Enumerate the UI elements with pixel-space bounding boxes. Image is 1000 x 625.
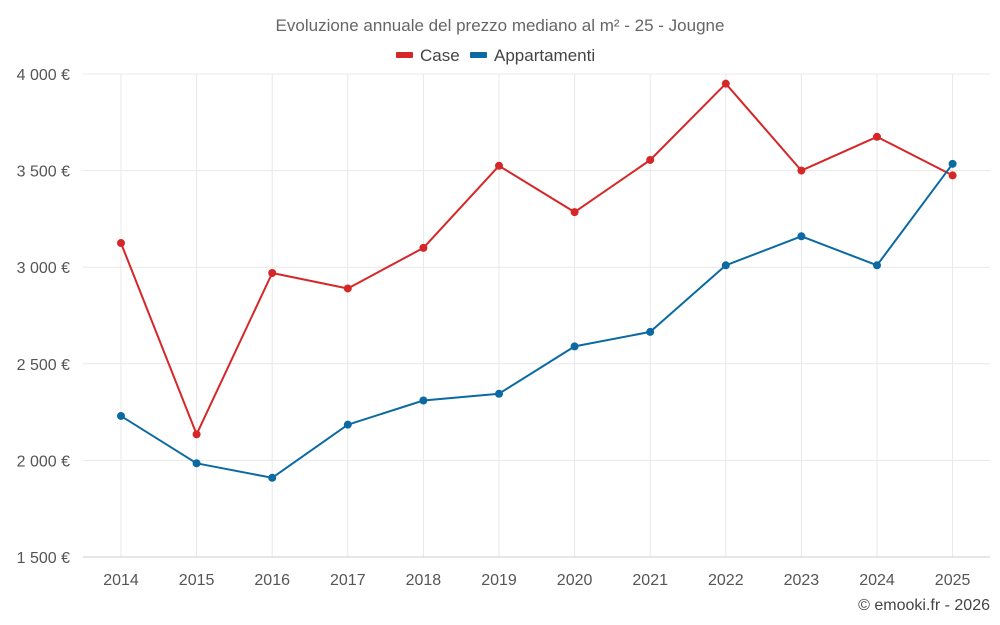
- legend-swatch: [396, 52, 413, 58]
- y-tick-label: 2 500 €: [17, 357, 70, 374]
- x-tick-label: 2018: [406, 572, 442, 589]
- legend: Case Appartamenti: [396, 46, 595, 65]
- legend-swatch: [470, 52, 487, 58]
- y-tick-label: 1 500 €: [17, 550, 70, 567]
- data-point[interactable]: [192, 459, 201, 468]
- chart-title: Evoluzione annuale del prezzo mediano al…: [276, 16, 725, 35]
- series-line: [120, 82, 954, 436]
- x-tick-label: 2022: [708, 572, 744, 589]
- x-tick-label: 2020: [557, 572, 593, 589]
- x-tick-label: 2016: [254, 572, 290, 589]
- y-gridlines: [83, 73, 990, 461]
- x-tick-label: 2021: [632, 572, 668, 589]
- data-point[interactable]: [419, 243, 428, 252]
- y-tick-label: 3 000 €: [17, 260, 70, 277]
- x-tick-label: 2017: [330, 572, 366, 589]
- data-point[interactable]: [797, 166, 806, 175]
- legend-item-appartamenti[interactable]: Appartamenti: [470, 46, 595, 65]
- y-tick-label: 3 500 €: [17, 164, 70, 181]
- series-layer: [117, 79, 957, 482]
- data-point[interactable]: [268, 473, 277, 482]
- y-tick-label: 4 000 €: [17, 67, 70, 84]
- data-point[interactable]: [570, 208, 579, 217]
- y-axis-ticks: 1 500 € 2 000 € 2 500 € 3 000 € 3 500 € 4 000…: [17, 67, 70, 567]
- data-point[interactable]: [495, 161, 503, 170]
- x-tick-label: 2023: [784, 572, 820, 589]
- data-point[interactable]: [268, 268, 277, 277]
- data-point[interactable]: [646, 327, 655, 336]
- series-case: [117, 79, 957, 439]
- data-point[interactable]: [721, 79, 730, 88]
- data-point[interactable]: [570, 342, 579, 351]
- data-point[interactable]: [117, 411, 125, 420]
- data-point[interactable]: [873, 261, 881, 270]
- data-point[interactable]: [343, 420, 352, 429]
- y-tick-label: 2 000 €: [17, 453, 70, 470]
- data-point[interactable]: [646, 155, 655, 164]
- x-gridlines: [120, 74, 954, 557]
- legend-label: Appartamenti: [494, 46, 595, 65]
- x-tick-label: 2014: [103, 572, 139, 589]
- x-tick-label: 2015: [179, 572, 215, 589]
- data-point[interactable]: [948, 159, 957, 168]
- x-tick-label: 2025: [935, 572, 971, 589]
- x-axis-ticks: 2014 2015 2016 2017 2018 2019 2020 2021 2022 2023…: [103, 572, 970, 589]
- data-point[interactable]: [419, 396, 428, 405]
- x-tick-label: 2019: [481, 572, 517, 589]
- data-point[interactable]: [797, 232, 806, 241]
- x-tick-label: 2024: [859, 572, 895, 589]
- data-point[interactable]: [117, 239, 125, 248]
- data-point[interactable]: [721, 261, 730, 270]
- data-point[interactable]: [192, 430, 201, 439]
- credit-text: © emooki.fr - 2026: [858, 597, 990, 614]
- legend-label: Case: [420, 46, 460, 65]
- legend-item-case[interactable]: Case: [396, 46, 460, 65]
- data-point[interactable]: [948, 171, 957, 180]
- data-point[interactable]: [873, 132, 881, 141]
- series-line: [120, 163, 954, 479]
- series-appartamenti: [117, 159, 957, 482]
- data-point[interactable]: [495, 389, 503, 398]
- data-point[interactable]: [343, 284, 352, 293]
